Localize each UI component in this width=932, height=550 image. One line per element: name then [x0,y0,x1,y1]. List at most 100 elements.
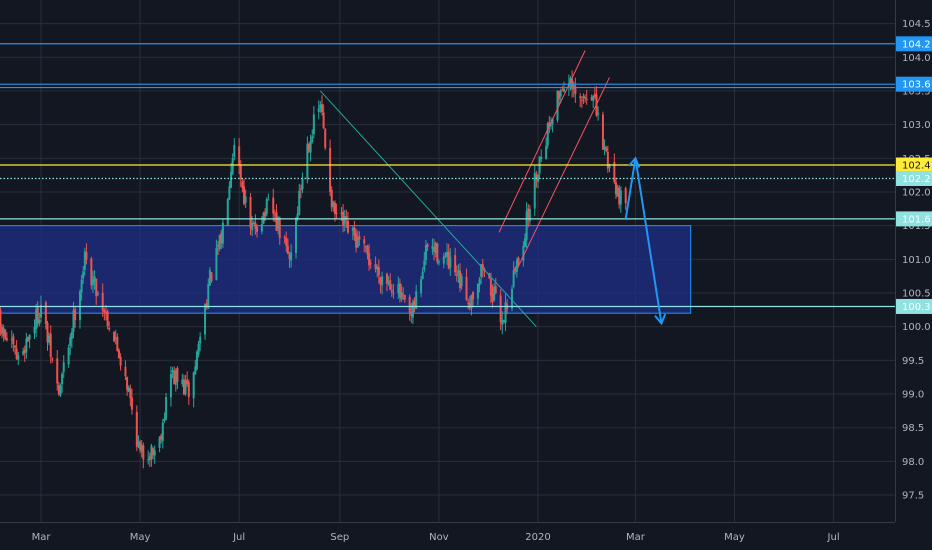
candle-up [171,370,174,373]
candle-down [187,382,190,397]
candle-up [340,212,343,214]
candle-down [322,112,325,129]
y-tick-label: 100.0 [902,322,931,333]
candle-down [624,188,627,204]
candle-up [226,198,229,225]
price-labels: 104.2 103.6 102.4 102.2 101.6 100.3 [896,36,932,314]
candle-up [290,252,293,261]
candle-down [369,263,372,265]
candle-down [379,277,382,285]
candle-up [181,379,184,384]
candle-up [252,222,255,225]
candle-up [392,293,395,295]
candle-up [312,114,315,135]
candle-down [353,227,356,236]
candle-up [48,335,51,343]
candle-down [385,273,388,285]
candle-up [457,270,460,276]
candle-down [130,397,133,410]
y-tick-label: 103.0 [902,120,931,131]
candle-down [614,182,617,195]
y-tick-label: 98.5 [902,423,924,434]
candle-up [511,288,514,309]
candle-up [35,309,38,330]
candle-down [346,220,349,233]
candle-down [358,236,361,240]
candle-up [309,140,312,153]
candle-up [376,266,379,270]
candle-down [220,232,223,244]
candle-up [449,256,452,268]
candle-down [329,147,332,192]
y-tick-label: 102.0 [902,187,931,198]
x-tick-label: Jul [232,532,245,543]
candle-down [173,370,176,385]
candle-up [524,238,527,248]
candle-up [127,387,130,392]
trendlines [319,50,610,328]
y-tick-label: 101.0 [902,255,931,266]
candle-down [275,212,278,231]
candle-up [387,282,390,284]
candle-down [15,348,18,360]
candle-up [137,441,140,446]
candle-down [517,257,520,264]
candle-up [267,199,270,201]
candle-down [108,327,111,330]
candle-up [559,90,562,97]
candle-up [364,245,367,247]
projection-arrow-layer [624,156,667,326]
candle-down [256,226,259,232]
candle-up [470,294,473,308]
rising-channel-line [518,77,610,267]
candle-up [397,284,400,294]
x-tick-label: Mar [32,532,52,543]
horizontal-levels[interactable] [0,43,895,308]
time-axis[interactable]: Mar May Jul Sep Nov 2020 Mar May Jul [32,532,840,543]
candle-up [319,104,322,109]
candle-down [101,292,104,311]
candle-down [494,285,497,293]
candle-down [160,435,163,440]
candle-up [25,338,28,352]
x-tick-label: May [130,532,151,543]
candle-down [330,189,333,208]
candle-up [70,332,73,339]
candle-up [546,123,549,146]
candle-up [501,320,504,325]
candle-up [244,196,247,203]
candle-down [238,146,241,166]
candle-down [46,323,49,342]
candle-up [114,337,117,339]
candle-up [228,186,231,200]
candle-down [491,293,494,302]
candle-up [2,327,5,336]
candle-down [465,276,468,300]
candle-down [299,188,302,190]
candle-up [251,223,254,231]
candle-up [515,260,518,273]
candle-up [551,119,554,124]
candle-down [239,164,242,180]
candle-up [478,279,481,286]
candle-up [150,445,153,459]
candle-up [197,343,200,355]
candle-up [40,304,42,318]
candle-down [408,296,411,313]
price-label-box [896,76,932,92]
candle-down [605,147,608,152]
candle-down [176,367,179,383]
candle-down [36,306,39,324]
candle-up [192,372,195,399]
candle-up [265,199,268,215]
rising-channel-line [498,50,586,233]
candle-up [184,380,187,395]
candle-down [278,217,281,239]
candle-down [558,91,561,99]
candle-up [480,264,483,278]
projection-arrowhead [654,313,667,326]
candle-down [124,366,127,377]
candle-down [481,264,484,270]
candle-up [616,186,619,197]
